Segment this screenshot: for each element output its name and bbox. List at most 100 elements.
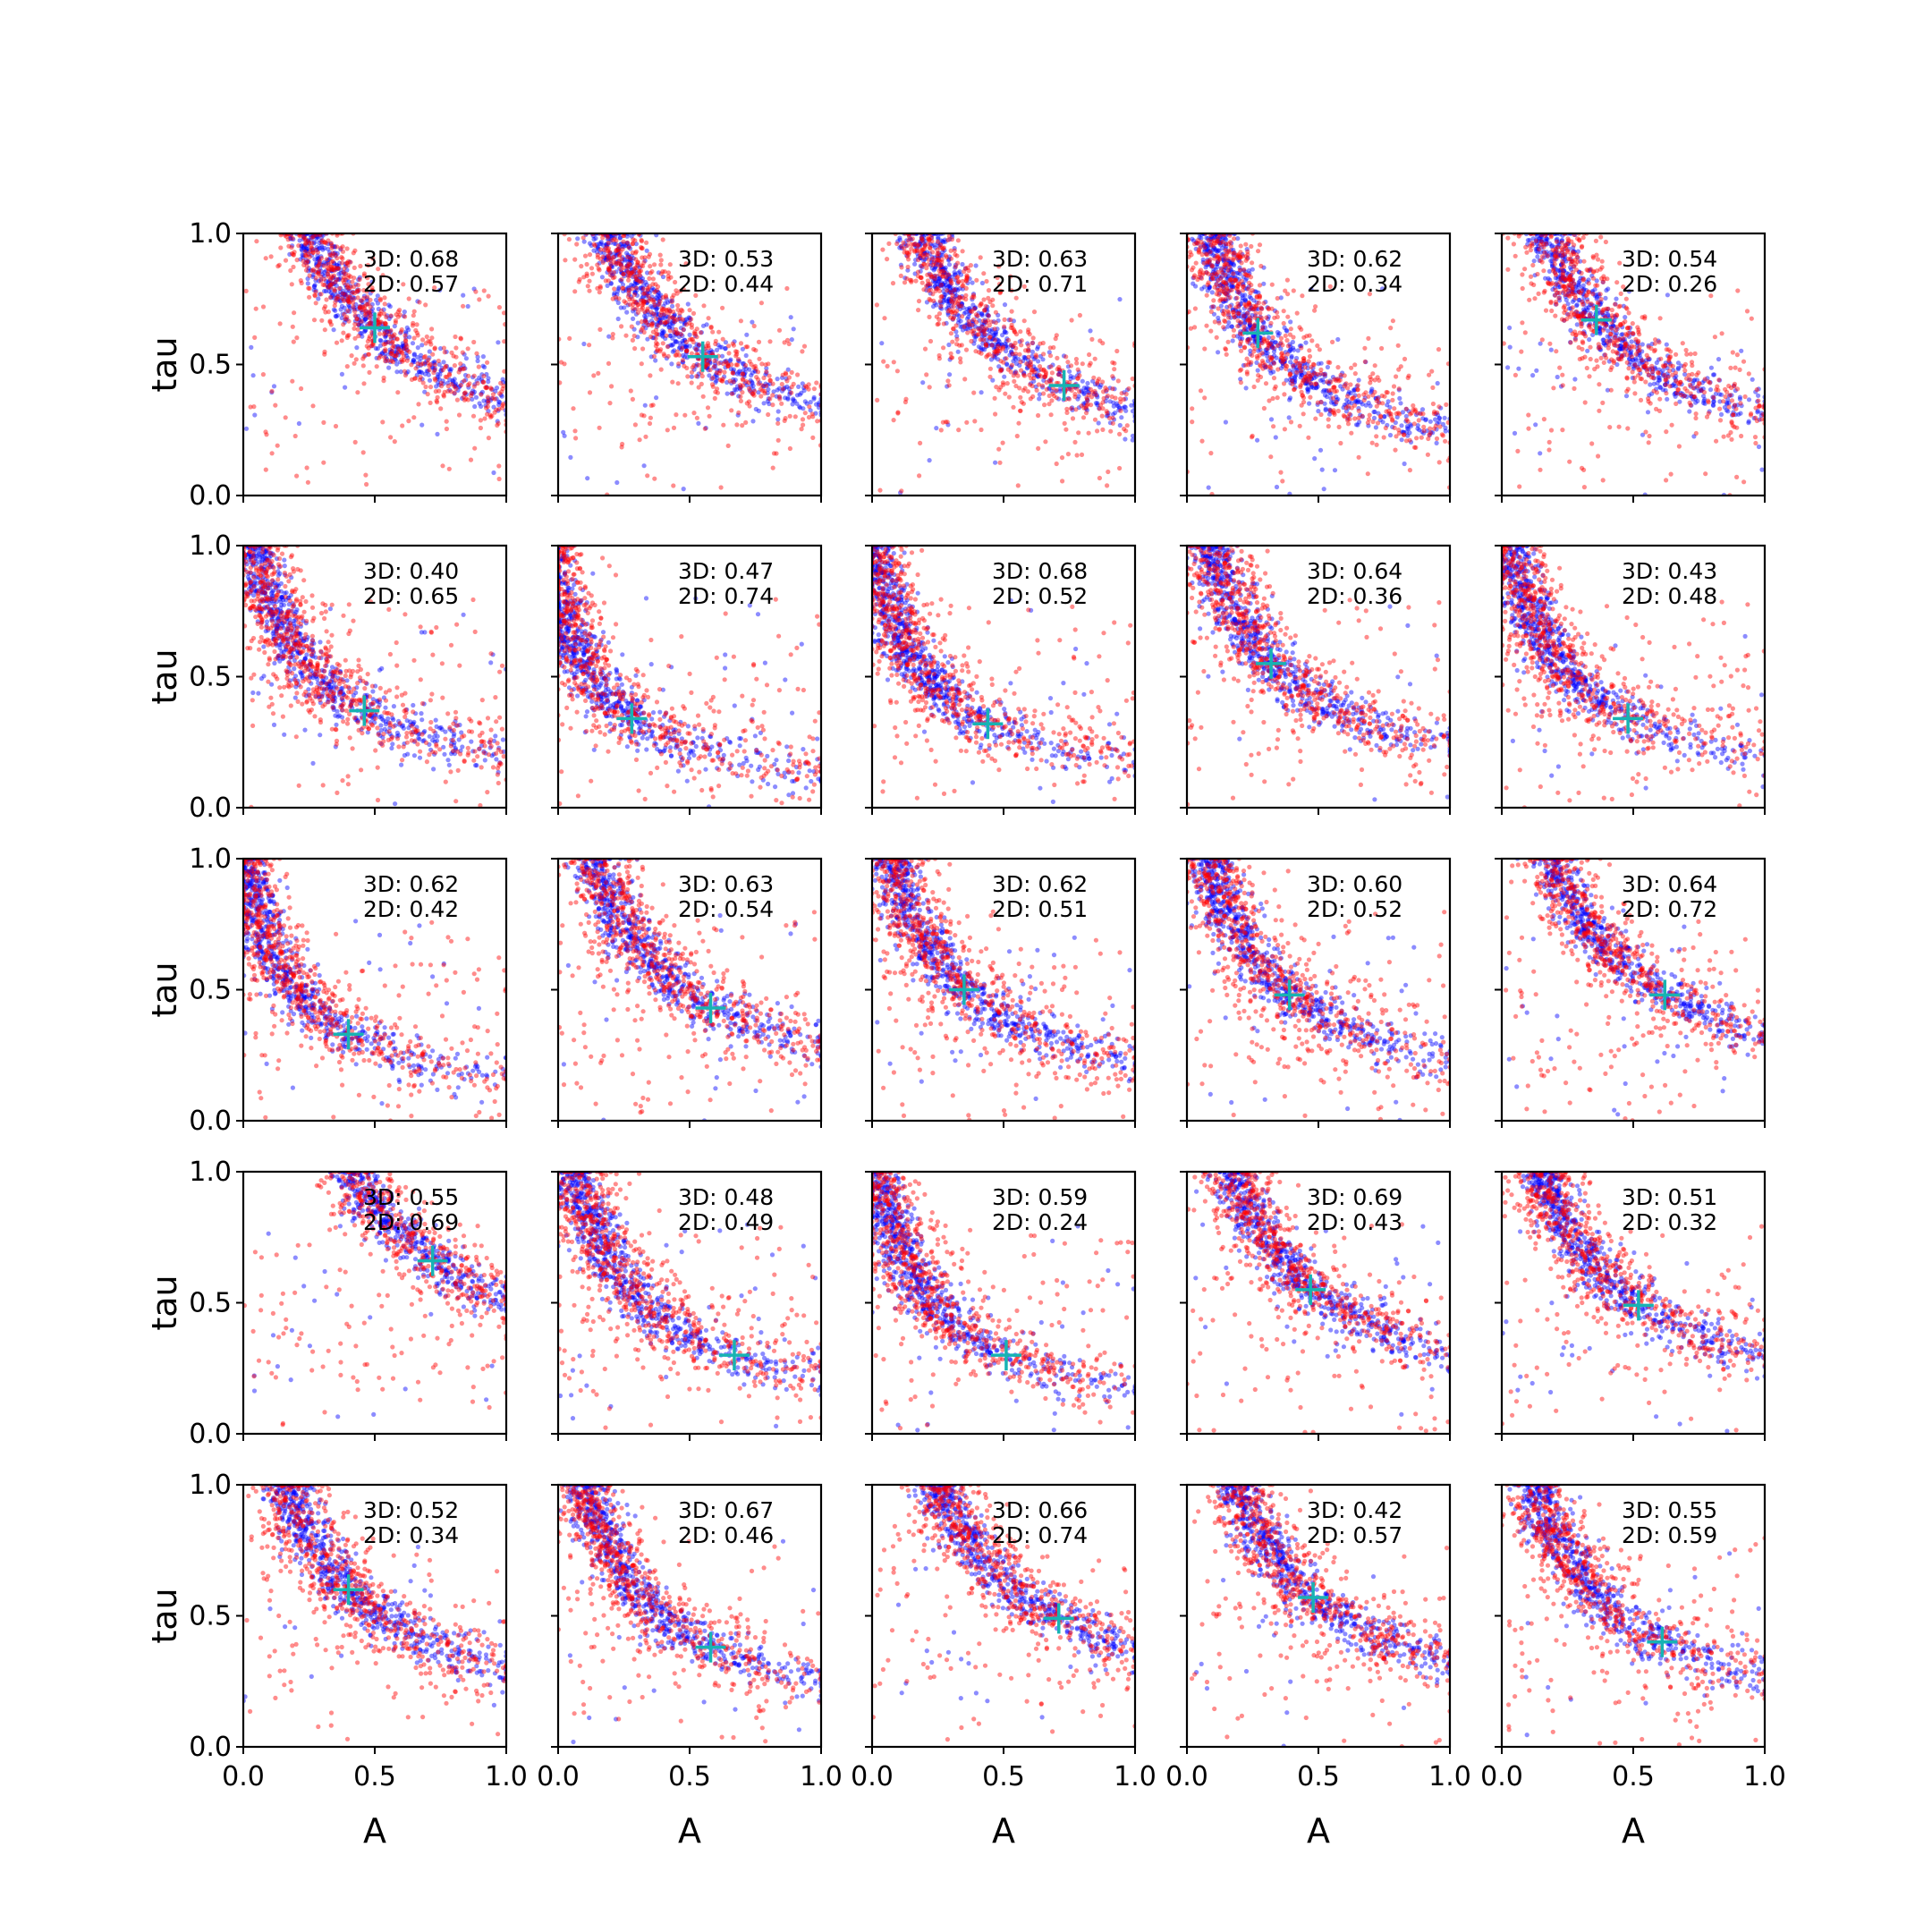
data-point (968, 307, 973, 312)
data-point (1261, 265, 1267, 270)
data-point (1228, 279, 1233, 284)
data-point (955, 304, 961, 309)
data-point (1248, 325, 1253, 330)
data-point (369, 343, 375, 349)
data-point (305, 258, 310, 264)
data-point (655, 297, 661, 302)
data-point (672, 329, 677, 335)
data-point (595, 262, 600, 267)
data-point (897, 235, 902, 241)
data-point (1301, 358, 1307, 363)
data-point (967, 311, 972, 317)
data-point (1335, 396, 1341, 402)
data-point (639, 307, 644, 312)
data-point (665, 343, 671, 349)
data-point (645, 306, 650, 311)
data-point (929, 274, 935, 279)
data-point (1250, 433, 1255, 438)
data-point (437, 346, 444, 352)
data-point (603, 258, 608, 263)
data-point (731, 367, 737, 372)
data-point (606, 254, 612, 259)
data-point (1111, 376, 1116, 381)
data-point (918, 256, 923, 261)
data-point (1385, 408, 1392, 414)
data-point (967, 305, 972, 311)
data-point (389, 355, 394, 360)
data-point (1292, 374, 1298, 379)
data-point (1219, 309, 1225, 314)
data-point (1100, 379, 1106, 385)
data-point (1049, 388, 1055, 394)
data-point (946, 297, 952, 302)
data-point (1190, 419, 1195, 425)
data-point (622, 305, 627, 310)
data-point (304, 264, 309, 269)
data-point (599, 275, 606, 280)
data-point (655, 332, 660, 337)
data-point (335, 250, 340, 256)
data-point (357, 276, 362, 282)
data-point (1106, 415, 1113, 420)
data-point (1323, 406, 1328, 411)
data-point (474, 351, 479, 356)
data-point (1352, 393, 1358, 398)
data-point (332, 303, 337, 309)
data-point (614, 269, 619, 275)
data-point (906, 257, 911, 262)
data-point (606, 278, 611, 284)
data-point (635, 263, 640, 268)
data-point (811, 386, 818, 392)
data-point (365, 262, 370, 268)
data-point (786, 341, 792, 347)
data-point (945, 310, 951, 316)
data-point (1120, 405, 1125, 411)
data-point (1208, 250, 1213, 255)
data-point (1272, 346, 1277, 352)
data-point (340, 244, 345, 250)
data-point (979, 321, 985, 326)
data-point (1009, 350, 1014, 355)
data-point (1313, 416, 1318, 421)
data-point (699, 330, 705, 335)
data-point (1282, 359, 1287, 364)
data-point (1281, 320, 1286, 326)
data-point (1268, 320, 1274, 326)
data-point (1113, 395, 1118, 401)
data-point (432, 345, 437, 351)
data-point (945, 237, 951, 242)
data-point (1047, 378, 1053, 384)
data-point (728, 366, 734, 371)
data-point (1330, 339, 1335, 344)
data-point (653, 327, 659, 333)
data-point (579, 264, 584, 269)
data-point (306, 241, 312, 246)
data-point (627, 257, 632, 262)
data-point (916, 242, 921, 248)
data-point (375, 301, 380, 306)
data-point (333, 253, 338, 258)
data-point (1111, 400, 1116, 405)
data-point (1250, 335, 1256, 341)
data-point (669, 343, 674, 348)
data-point (1010, 344, 1016, 350)
data-point (957, 286, 962, 292)
data-point (587, 288, 592, 293)
data-point (323, 241, 329, 246)
data-point (741, 364, 747, 369)
data-point (1274, 484, 1280, 490)
data-point (631, 267, 637, 272)
data-point (664, 319, 670, 326)
data-point (307, 254, 312, 259)
data-point (680, 345, 685, 351)
data-point (1043, 369, 1048, 375)
data-point (943, 239, 948, 244)
data-point (407, 349, 412, 354)
data-point (1286, 415, 1292, 420)
data-point (948, 331, 953, 336)
data-point (329, 281, 335, 286)
data-point (651, 353, 657, 360)
data-point (1262, 325, 1268, 330)
data-point (477, 297, 482, 302)
data-point (948, 355, 954, 360)
